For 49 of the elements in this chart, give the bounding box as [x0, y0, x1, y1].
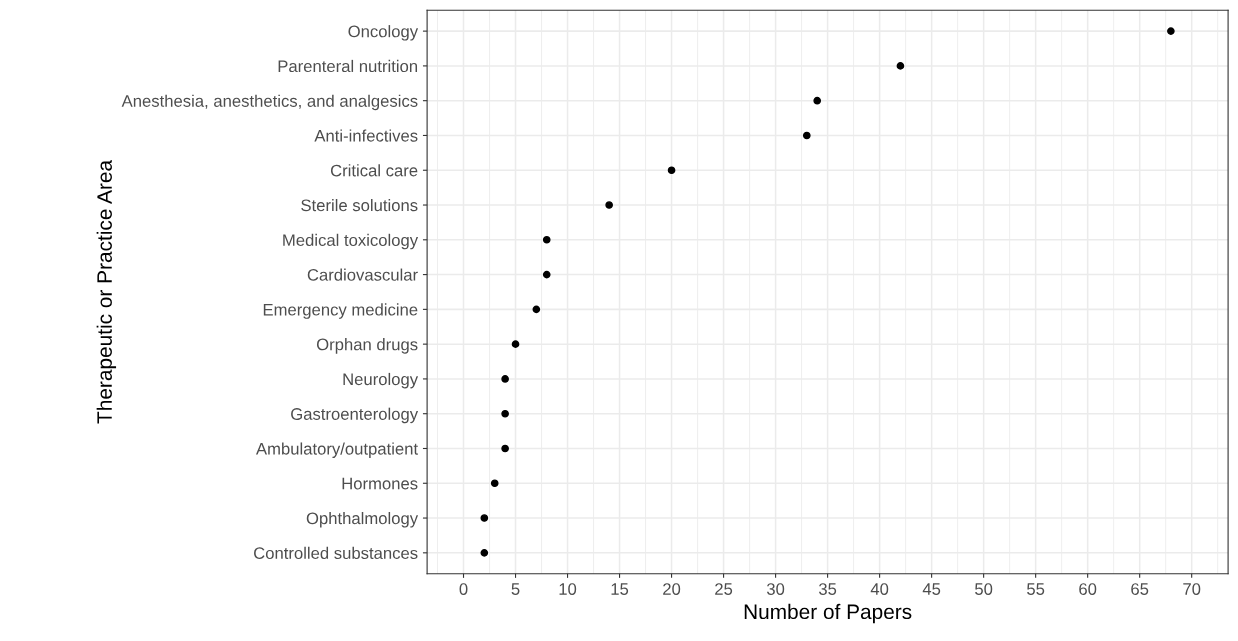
- y-tick-label: Emergency medicine: [263, 303, 418, 319]
- point: [802, 131, 811, 140]
- point: [480, 549, 489, 557]
- y-tick-label: Anti-infectives: [314, 129, 418, 142]
- point: [501, 375, 509, 383]
- x-tick-label: 60: [1079, 583, 1097, 595]
- y-tick-label: Controlled substances: [254, 546, 418, 560]
- y-tick-label: Cardiovascular: [307, 268, 418, 281]
- point: [542, 270, 551, 279]
- x-tick-label: 10: [559, 583, 577, 595]
- x-axis-title: Number of Papers: [744, 603, 912, 624]
- point: [532, 305, 541, 314]
- point: [490, 479, 499, 488]
- point: [667, 166, 676, 175]
- x-tick-label: 55: [1027, 583, 1045, 595]
- y-tick-label: Medical toxicology: [283, 233, 419, 250]
- y-tick-label: Anesthesia, anesthetics, and analgesics: [121, 94, 418, 111]
- x-tick-label: 50: [975, 583, 993, 595]
- y-tick-label: Ambulatory/outpatient: [255, 442, 418, 458]
- x-tick-label: 45: [922, 583, 941, 595]
- y-tick-label: Hormones: [342, 477, 418, 490]
- x-tick-label: 20: [663, 583, 681, 595]
- y-tick-label: Neurology: [343, 372, 419, 389]
- y-tick-label: Parenteral nutrition: [278, 59, 418, 73]
- x-tick-label: 25: [715, 583, 733, 595]
- point: [480, 514, 489, 522]
- x-tick-label: 15: [611, 583, 629, 595]
- point: [605, 201, 613, 209]
- x-tick-label: 40: [870, 583, 889, 595]
- point: [501, 444, 509, 453]
- point: [813, 96, 822, 105]
- point: [511, 340, 520, 348]
- point: [501, 409, 509, 418]
- x-tick-label: 35: [818, 583, 837, 595]
- x-tick-label: 30: [766, 583, 785, 595]
- y-tick-label: Sterile solutions: [301, 198, 418, 212]
- point: [542, 235, 551, 244]
- y-tick-label: Orphan drugs: [316, 338, 418, 354]
- x-tick-label: 65: [1131, 583, 1149, 595]
- y-axis-title: Therapeutic or Practice Area: [96, 159, 117, 424]
- x-tick-label: 5: [511, 583, 520, 595]
- point: [1167, 27, 1175, 35]
- x-tick-label: 70: [1183, 583, 1201, 595]
- y-tick-label: Gastroenterology: [291, 407, 419, 424]
- y-tick-label: Oncology: [348, 25, 419, 41]
- y-tick-label: Critical care: [330, 164, 418, 177]
- x-tick-label: 0: [459, 583, 468, 595]
- point: [896, 62, 905, 70]
- y-tick-label: Ophthalmology: [306, 512, 419, 528]
